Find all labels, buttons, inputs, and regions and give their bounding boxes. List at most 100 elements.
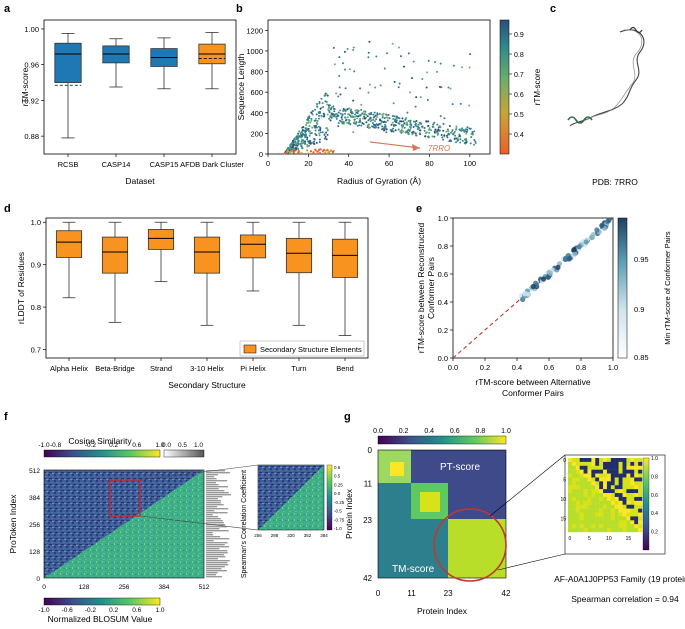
pd-xtick-label-3: 3-10 Helix — [190, 364, 224, 373]
pg-inset-cell-5-13 — [618, 477, 623, 482]
pf-xtick-label-0: 0 — [42, 584, 46, 591]
panel-g-block-1b — [390, 462, 404, 476]
pb-point-755 — [344, 112, 347, 115]
panel-e-axes — [452, 217, 614, 359]
pg-inset-cell-11-2 — [575, 500, 580, 505]
pf-bottom-cb-tick-1: -0.6 — [62, 607, 74, 614]
pb-point-419 — [436, 123, 439, 126]
pb-point-726 — [373, 115, 376, 118]
pg-xtick-label-1: 11 — [407, 589, 416, 598]
pg-inset-cell-11-4 — [583, 500, 588, 505]
panel-f-zoom-box — [109, 479, 141, 517]
pg-inset-cell-13-9 — [603, 508, 608, 513]
panel-e-cb-tick-0: 0.95 — [634, 255, 649, 264]
pb-point-118 — [446, 128, 449, 131]
pf-ytick-label-4: 512 — [29, 468, 40, 475]
pg-inset-cell-11-1 — [571, 500, 576, 505]
panel-b-colorbar — [499, 19, 510, 155]
structure-backbone — [569, 29, 645, 127]
pf-side-bar-9 — [206, 488, 219, 490]
pb-point-875 — [438, 129, 441, 132]
pg-inset-cell-18-4 — [583, 528, 588, 533]
pg-inset-cell-3-9 — [603, 469, 608, 474]
pb-point-514 — [381, 116, 384, 119]
panel-label-b: b — [236, 3, 243, 15]
pb-point-648 — [421, 125, 424, 128]
pg-inset-cell-9-10 — [606, 493, 612, 498]
pb-point-270 — [308, 144, 311, 147]
pf-side-bar-25 — [206, 520, 223, 522]
pg-inset-cell-12-6 — [591, 504, 596, 509]
pg-inset-cell-3-0 — [568, 469, 573, 474]
pf-inset-cb-tick-0: 0.6 — [334, 465, 341, 470]
pg-inset-cell-3-2 — [575, 469, 580, 474]
pb-point-880 — [297, 135, 300, 138]
pb-point-533 — [423, 127, 426, 130]
pb-point-749 — [360, 103, 363, 106]
pb-lowpoint-16 — [288, 151, 292, 154]
pf-side-bar-42 — [206, 554, 225, 556]
pb-point-709 — [400, 124, 403, 127]
pa-xtick-label-3: AFDB Dark Cluster — [180, 160, 244, 169]
pg-inset-cell-6-6 — [591, 481, 596, 486]
pg-inset-cell-2-1 — [571, 465, 576, 470]
panel-g-zoom-line-bottom — [497, 553, 566, 571]
pg-inset-cell-7-15 — [626, 485, 631, 490]
pb-point-683 — [384, 121, 387, 124]
panel-b-arrow-head — [412, 144, 420, 151]
pg-inset-cell-4-18 — [638, 473, 643, 478]
pb-point-517 — [320, 115, 323, 118]
pg-inset-cell-17-7 — [595, 524, 600, 529]
pg-inset-cell-15-17 — [634, 516, 639, 521]
pg-inset-cell-6-17 — [634, 481, 639, 486]
pg-inset-cell-17-1 — [571, 524, 576, 529]
pb-point-714 — [297, 139, 300, 142]
pg-inset-cell-3-6 — [591, 469, 596, 474]
pg-inset-cell-11-14 — [622, 500, 627, 505]
pg-inset-cell-3-10 — [606, 469, 612, 474]
pf-ytick-label-3: 384 — [29, 495, 40, 502]
pb-point-531 — [456, 137, 459, 140]
pg-inset-cell-18-3 — [579, 528, 584, 533]
pg-inset-cell-18-2 — [575, 528, 580, 533]
pb-lowpoint-7 — [312, 152, 315, 155]
pb-point-750 — [353, 121, 356, 124]
pg-inset-cell-11-17 — [634, 500, 639, 505]
pg-inset-cell-8-10 — [606, 489, 612, 494]
pb-point-264 — [455, 128, 458, 131]
pg-inset-cell-10-16 — [630, 496, 635, 502]
pg-ytick-label-3: 42 — [363, 574, 372, 583]
pg-inset-cell-7-8 — [599, 485, 604, 490]
panel-f-zoom-line-top — [139, 464, 259, 481]
pb-point-422 — [322, 106, 325, 109]
pb-point-850 — [326, 127, 329, 130]
pb-point-791 — [388, 117, 391, 120]
pg-inset-cell-4-16 — [630, 473, 635, 478]
pg-inset-cell-15-12 — [614, 516, 619, 521]
pg-inset-xtick-2: 10 — [606, 536, 612, 542]
pb-xtick-label-1: 20 — [304, 159, 312, 168]
pb-point-433 — [373, 111, 376, 114]
pb-point-677 — [359, 119, 362, 122]
pg-inset-cell-7-14 — [622, 485, 627, 490]
panel-g-inset-colorbar — [642, 457, 650, 551]
pb-point-564 — [474, 142, 477, 145]
pf-xtick-label-3: 384 — [159, 584, 170, 591]
panel-e-cb-tick-1: 0.9 — [634, 305, 644, 314]
panel-label-c: c — [550, 3, 556, 15]
pg-inset-cell-10-11 — [610, 496, 615, 502]
pb-point-885 — [333, 107, 336, 110]
pg-inset-cell-13-17 — [634, 508, 639, 513]
pb-point-627 — [379, 84, 382, 87]
pf-xtick-label-2: 256 — [119, 584, 130, 591]
pg-inset-cell-17-9 — [603, 524, 608, 529]
pg-top-cb-tick-1: 0.2 — [399, 428, 409, 435]
pb-point-476 — [306, 145, 309, 148]
pb-point-566 — [461, 66, 464, 69]
pb-point-731 — [415, 96, 418, 99]
panel-d-legend-swatch — [243, 344, 257, 354]
pb-point-619 — [342, 109, 345, 112]
pb-point-863 — [292, 143, 295, 146]
pg-inset-cell-11-16 — [630, 500, 635, 505]
panel-d-ylabel: rLDDT of Residues — [16, 252, 26, 324]
